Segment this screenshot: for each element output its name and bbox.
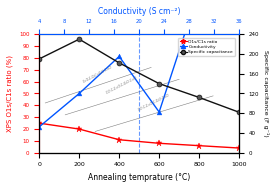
Text: C=O,C-O,C=O,O-C=O: C=O,C-O,C=O,O-C=O: [83, 64, 114, 83]
X-axis label: Conductivity (S cm⁻²): Conductivity (S cm⁻²): [98, 7, 181, 16]
Legend: O1s/C1s ratio, Conductivity, Specific capacitance: O1s/C1s ratio, Conductivity, Specific ca…: [178, 38, 235, 56]
Y-axis label: XPS O1s/C1s ratio (%): XPS O1s/C1s ratio (%): [7, 55, 14, 132]
Text: C-O-C,C=O,C-O,O-C=O: C-O-C,C=O,C-O,O-C=O: [138, 93, 171, 112]
Text: C-O-C,C=O,C-O,O-C=O: C-O-C,C=O,C-O,O-C=O: [106, 76, 139, 95]
Y-axis label: Specific capacitance (F g⁻¹): Specific capacitance (F g⁻¹): [263, 50, 269, 137]
X-axis label: Annealing temprature (°C): Annealing temprature (°C): [88, 173, 190, 182]
